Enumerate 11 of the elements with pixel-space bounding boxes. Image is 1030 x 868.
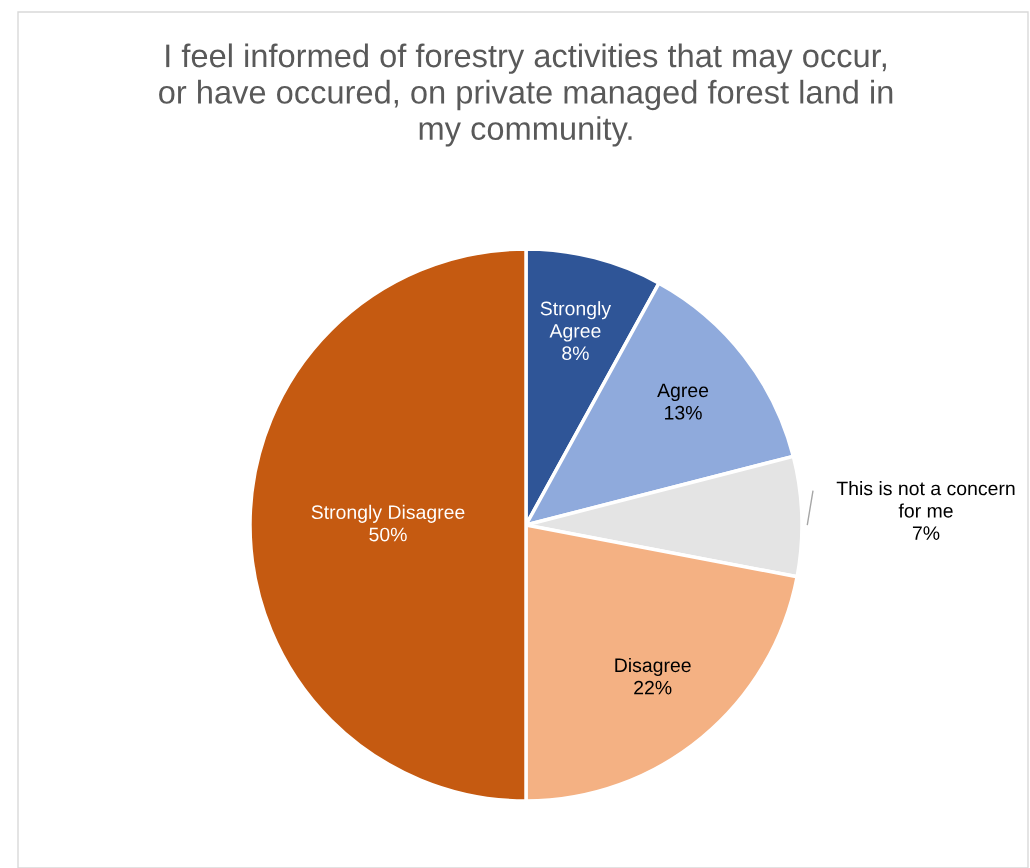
slice-label: Strongly Disagree xyxy=(311,504,465,523)
chart-title: I feel informed of forestry activities that may occur, or have occured, on private managed forest land in my community. xyxy=(159,43,893,147)
data-label: 7% xyxy=(912,526,940,540)
slice-label: This is not a concern for me xyxy=(836,481,1015,518)
data-label: 8% xyxy=(562,346,589,361)
slice-label: Agree xyxy=(657,383,709,402)
data-label: 22% xyxy=(634,680,672,695)
slice-label: Strongly Agree xyxy=(540,301,612,342)
data-label: 50% xyxy=(369,527,407,542)
data-label: 13% xyxy=(665,405,702,420)
slice-label: Disagree xyxy=(615,657,691,676)
